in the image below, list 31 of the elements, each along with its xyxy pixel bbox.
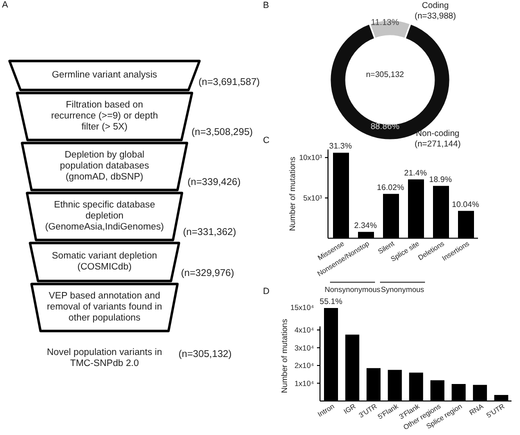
y-axis-title: Number of mutations bbox=[288, 156, 298, 232]
data-label: (n=339,426) bbox=[188, 176, 241, 188]
annotation: 18.9% bbox=[429, 174, 452, 184]
category-label: VEP based annotation and removal of variants found in other populations bbox=[46, 290, 162, 323]
slice-label: Coding (n=33,988) bbox=[414, 0, 456, 20]
text: n=305,132 bbox=[366, 70, 405, 80]
text: A bbox=[2, 0, 8, 10]
category-label: Filtration based on recurrence (>=9) or depth filter (> 5X) bbox=[51, 98, 158, 132]
category-label: Depletion by global population databases (gnomAD, dbSNP) bbox=[60, 148, 150, 182]
category-label: Ethnic specific database depletion (GenomeAsia,IndiGenomes) bbox=[45, 198, 164, 232]
data-label: (n=3,691,587) bbox=[198, 76, 260, 88]
annotation: 2.34% bbox=[354, 220, 377, 230]
chart-title: B bbox=[263, 0, 270, 10]
data-label: (n=329,976) bbox=[181, 268, 234, 279]
data-label: (n=3,508,295) bbox=[192, 126, 253, 138]
y-axis-title: Number of mutations bbox=[280, 318, 290, 394]
data-label: (n=305,132) bbox=[178, 348, 232, 360]
annotation: 16.02% bbox=[376, 182, 404, 192]
chart-title: D bbox=[263, 286, 270, 296]
data-label: 88.86% bbox=[370, 121, 400, 132]
category-label: Somatic variant depletion (COSMICdb) bbox=[52, 250, 158, 272]
annotation: 21.4% bbox=[404, 168, 427, 178]
category-label: Novel population variants in TMC-SNPdb 2.0 bbox=[46, 346, 162, 368]
data-label: 55.1% bbox=[320, 297, 342, 306]
chart-title: C bbox=[263, 135, 270, 146]
annotation: 31.3% bbox=[329, 142, 352, 151]
data-label: (n=331,362) bbox=[183, 226, 236, 238]
data-label: 11.13% bbox=[370, 17, 400, 28]
annotation: 10.04% bbox=[452, 200, 480, 209]
category-label: Germline variant analysis bbox=[52, 68, 158, 80]
slice-label: Non-coding (n=271,144) bbox=[414, 128, 461, 148]
